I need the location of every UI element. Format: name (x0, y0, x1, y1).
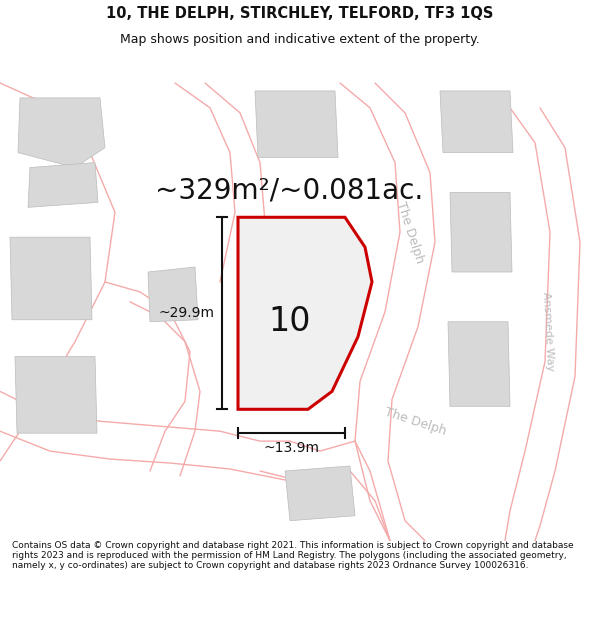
Text: Contains OS data © Crown copyright and database right 2021. This information is : Contains OS data © Crown copyright and d… (12, 541, 574, 571)
Polygon shape (440, 91, 513, 152)
Polygon shape (248, 292, 320, 371)
Polygon shape (238, 217, 372, 409)
Polygon shape (255, 91, 338, 158)
Polygon shape (15, 357, 97, 433)
Text: ~329m²/~0.081ac.: ~329m²/~0.081ac. (155, 176, 423, 204)
Polygon shape (10, 237, 92, 320)
Text: ~13.9m: ~13.9m (263, 441, 320, 455)
Polygon shape (450, 192, 512, 272)
Text: 10: 10 (269, 305, 311, 338)
Text: ~29.9m: ~29.9m (158, 306, 214, 320)
Polygon shape (28, 162, 98, 208)
Text: The Delph: The Delph (394, 200, 426, 264)
Text: Ansmede Way: Ansmede Way (541, 292, 555, 372)
Text: Map shows position and indicative extent of the property.: Map shows position and indicative extent… (120, 33, 480, 46)
Polygon shape (285, 466, 355, 521)
Polygon shape (18, 98, 105, 168)
Polygon shape (448, 322, 510, 406)
Text: 10, THE DELPH, STIRCHLEY, TELFORD, TF3 1QS: 10, THE DELPH, STIRCHLEY, TELFORD, TF3 1… (106, 6, 494, 21)
Text: The Delph: The Delph (383, 405, 448, 437)
Polygon shape (148, 267, 198, 322)
